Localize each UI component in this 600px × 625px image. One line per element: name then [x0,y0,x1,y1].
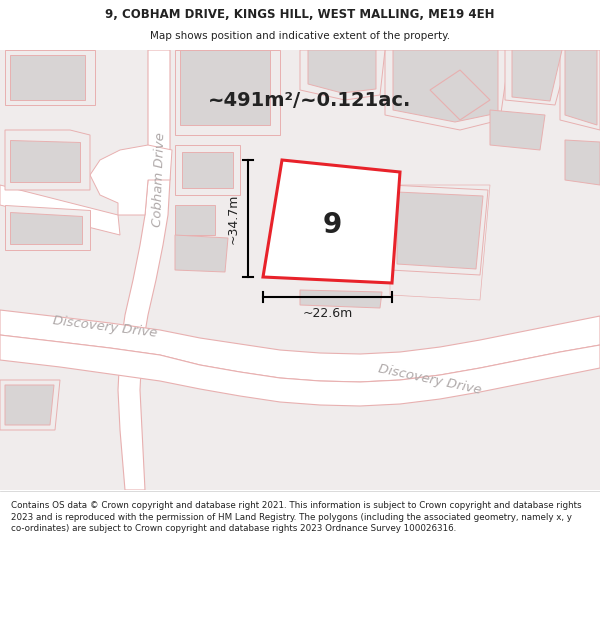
Text: Map shows position and indicative extent of the property.: Map shows position and indicative extent… [150,31,450,41]
Text: Discovery Drive: Discovery Drive [52,314,158,340]
Text: ~22.6m: ~22.6m [302,307,353,320]
Polygon shape [180,50,270,125]
Polygon shape [0,380,60,430]
Polygon shape [385,50,510,130]
Polygon shape [512,50,562,101]
Polygon shape [390,185,488,275]
Polygon shape [118,50,170,490]
Polygon shape [10,140,80,182]
Polygon shape [175,145,240,195]
Polygon shape [5,50,95,105]
Polygon shape [10,55,85,100]
Polygon shape [0,310,600,382]
Polygon shape [10,212,82,244]
Text: 9, COBHAM DRIVE, KINGS HILL, WEST MALLING, ME19 4EH: 9, COBHAM DRIVE, KINGS HILL, WEST MALLIN… [105,8,495,21]
Polygon shape [300,50,385,100]
Text: Cobham Drive: Cobham Drive [151,132,167,228]
Polygon shape [393,50,498,122]
Text: 9: 9 [322,211,341,239]
Text: ~491m²/~0.121ac.: ~491m²/~0.121ac. [208,91,412,109]
Text: Contains OS data © Crown copyright and database right 2021. This information is : Contains OS data © Crown copyright and d… [11,501,581,533]
Polygon shape [430,70,490,120]
Polygon shape [175,205,215,235]
Polygon shape [90,145,172,215]
Text: ~34.7m: ~34.7m [227,193,240,244]
Polygon shape [0,335,600,406]
Polygon shape [565,50,597,125]
Polygon shape [175,50,280,135]
Polygon shape [5,130,90,190]
Polygon shape [308,50,376,93]
Polygon shape [505,50,570,105]
Text: Discovery Drive: Discovery Drive [377,362,483,398]
Polygon shape [565,140,600,185]
Polygon shape [5,205,90,250]
Polygon shape [263,160,400,283]
Polygon shape [0,185,120,235]
Polygon shape [5,385,54,425]
Polygon shape [300,290,382,308]
Polygon shape [397,192,483,269]
Polygon shape [182,152,233,188]
Polygon shape [560,50,600,130]
Polygon shape [390,185,490,300]
Polygon shape [175,235,228,272]
Polygon shape [490,110,545,150]
